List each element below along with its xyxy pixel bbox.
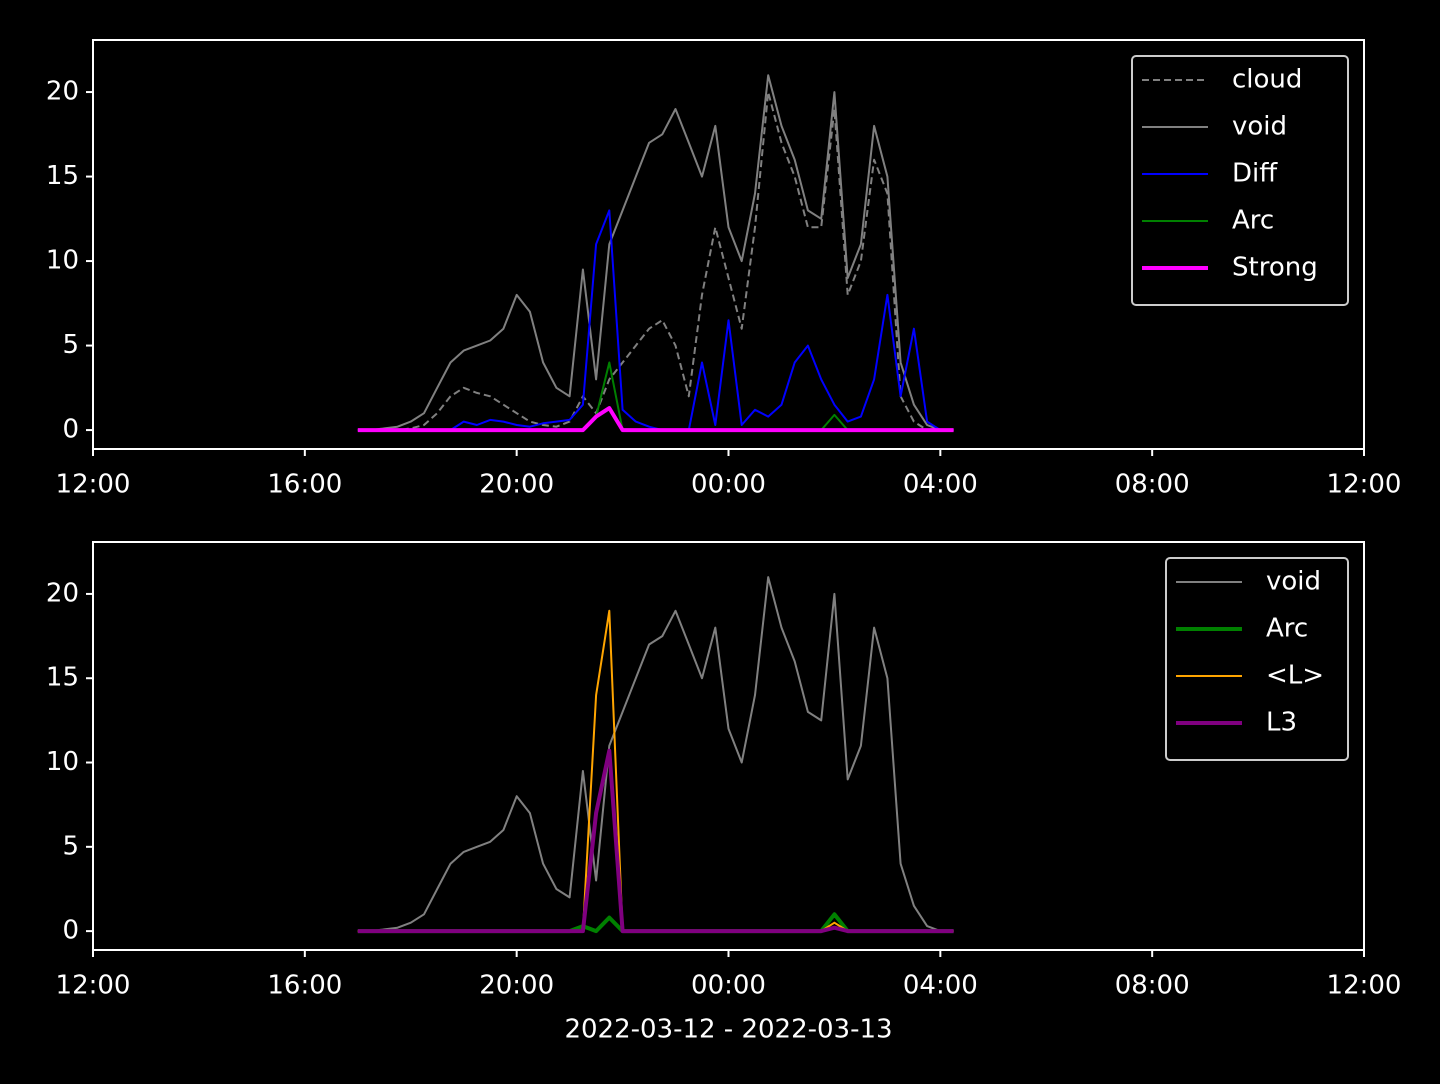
y-tick-label: 20: [46, 77, 79, 107]
x-tick-label: 16:00: [267, 470, 342, 500]
y-tick-label: 10: [46, 246, 79, 276]
series-line: [357, 91, 954, 432]
y-tick-label: 0: [62, 415, 79, 445]
x-tick-label: 16:00: [267, 971, 342, 1001]
y-tick-label: 15: [46, 161, 79, 191]
series-line: [357, 361, 954, 432]
series-line: [357, 609, 954, 933]
series-line: [357, 912, 954, 934]
x-tick-label: 08:00: [1115, 470, 1190, 500]
x-tick-label: 20:00: [479, 971, 554, 1001]
legend-box: [1131, 55, 1349, 306]
x-tick-label: 12:00: [56, 470, 131, 500]
series-line: [357, 209, 954, 432]
y-tick-label: 10: [46, 747, 79, 777]
series-line: [357, 74, 954, 432]
x-tick-label: 12:00: [1327, 470, 1402, 500]
legend-label: Arc: [1232, 206, 1274, 236]
series-line: [357, 406, 954, 433]
legend-label: Strong: [1232, 253, 1318, 283]
y-tick-label: 0: [62, 916, 79, 946]
x-axis-label: 2022-03-12 - 2022-03-13: [564, 1015, 892, 1045]
y-tick-label: 5: [62, 330, 79, 360]
legend-label: Arc: [1266, 614, 1308, 644]
y-tick-label: 5: [62, 831, 79, 861]
series-line: [357, 576, 954, 933]
legend-label: cloud: [1232, 65, 1302, 95]
legend-box: [1165, 557, 1349, 761]
legend: void Arc <L> L3: [1165, 557, 1349, 761]
x-tick-label: 12:00: [1327, 971, 1402, 1001]
legend-label: void: [1232, 112, 1287, 142]
x-tick-label: 12:00: [56, 971, 131, 1001]
x-tick-label: 00:00: [691, 971, 766, 1001]
x-tick-label: 00:00: [691, 470, 766, 500]
legend-label: void: [1266, 567, 1321, 597]
legend-label: L3: [1266, 708, 1297, 738]
x-tick-label: 08:00: [1115, 971, 1190, 1001]
legend-label: <L>: [1266, 661, 1324, 691]
x-tick-label: 04:00: [903, 971, 978, 1001]
x-tick-label: 04:00: [903, 470, 978, 500]
legend-label: Diff: [1232, 159, 1278, 189]
y-tick-label: 20: [46, 578, 79, 608]
x-tick-label: 20:00: [479, 470, 554, 500]
legend: cloud void Diff Arc Strong: [1131, 55, 1349, 306]
y-tick-label: 15: [46, 663, 79, 693]
series-line: [357, 748, 954, 934]
